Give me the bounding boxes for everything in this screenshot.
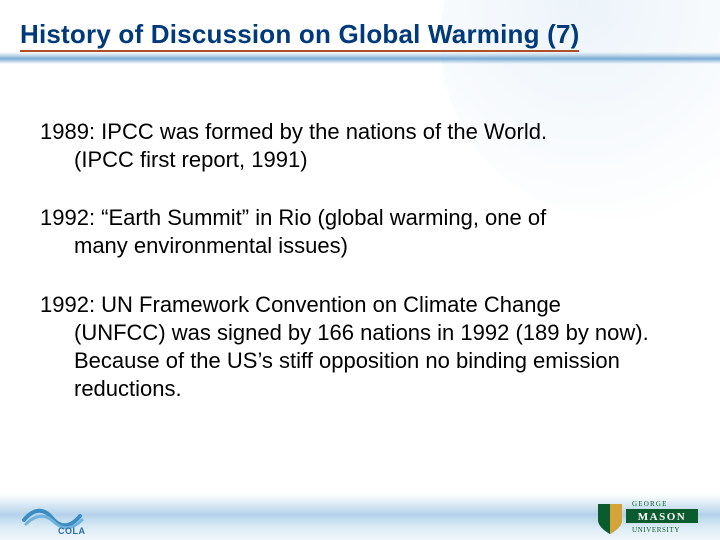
bullet-3: 1992: UN Framework Convention on Climate… <box>40 291 670 404</box>
bullet-2: 1992: “Earth Summit” in Rio (global warm… <box>40 204 670 260</box>
gmu-bottom-text: UNIVERSITY <box>632 526 680 534</box>
bullet-1-lead: 1989: IPCC was formed by the nations of … <box>40 118 670 146</box>
bullet-3-cont: (UNFCC) was signed by 166 nations in 199… <box>40 319 670 403</box>
slide: History of Discussion on Global Warming … <box>0 0 720 540</box>
gmu-mason-text: MASON <box>638 511 686 523</box>
gmu-shield-icon: GEORGE MASON UNIVERSITY <box>592 494 702 536</box>
bullet-3-lead: 1992: UN Framework Convention on Climate… <box>40 291 670 319</box>
bullet-1: 1989: IPCC was formed by the nations of … <box>40 118 670 174</box>
bullet-2-cont: many environmental issues) <box>40 232 670 260</box>
gmu-logo: GEORGE MASON UNIVERSITY <box>592 494 702 536</box>
bullet-1-cont: (IPCC first report, 1991) <box>40 146 670 174</box>
slide-title-text: History of Discussion on Global Warming … <box>20 19 579 52</box>
cola-logo: COLA <box>22 494 102 534</box>
slide-body: 1989: IPCC was formed by the nations of … <box>40 118 670 433</box>
slide-title: History of Discussion on Global Warming … <box>20 14 700 51</box>
gmu-top-text: GEORGE <box>632 500 668 508</box>
cola-caption: COLA <box>58 526 86 536</box>
title-accent-bar <box>0 52 720 64</box>
bullet-2-lead: 1992: “Earth Summit” in Rio (global warm… <box>40 204 670 232</box>
